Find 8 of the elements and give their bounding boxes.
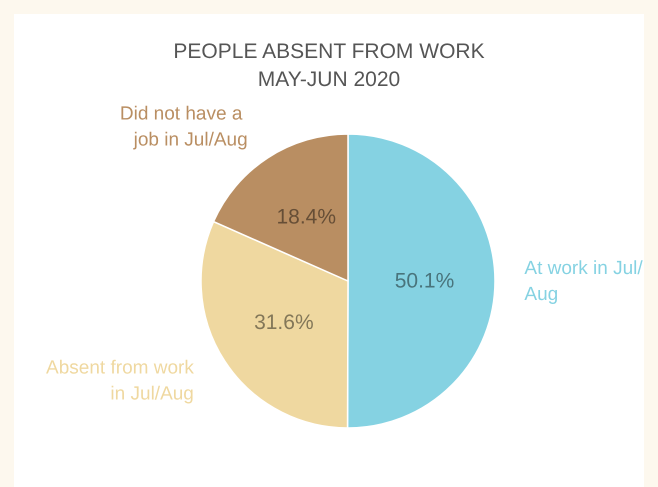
data-label: 18.4% xyxy=(276,205,336,228)
data-label: 31.6% xyxy=(254,311,314,334)
slice-label: Did not have a job in Jul/Aug xyxy=(120,104,248,151)
chart-subtitle: MAY-JUN 2020 xyxy=(258,68,400,91)
slice-label: Absent from work in Jul/Aug xyxy=(46,358,194,405)
slice-label: At work in Jul/Aug xyxy=(524,258,644,305)
data-label: 50.1% xyxy=(394,270,454,293)
chart-title: PEOPLE ABSENT FROM WORK xyxy=(173,40,485,63)
